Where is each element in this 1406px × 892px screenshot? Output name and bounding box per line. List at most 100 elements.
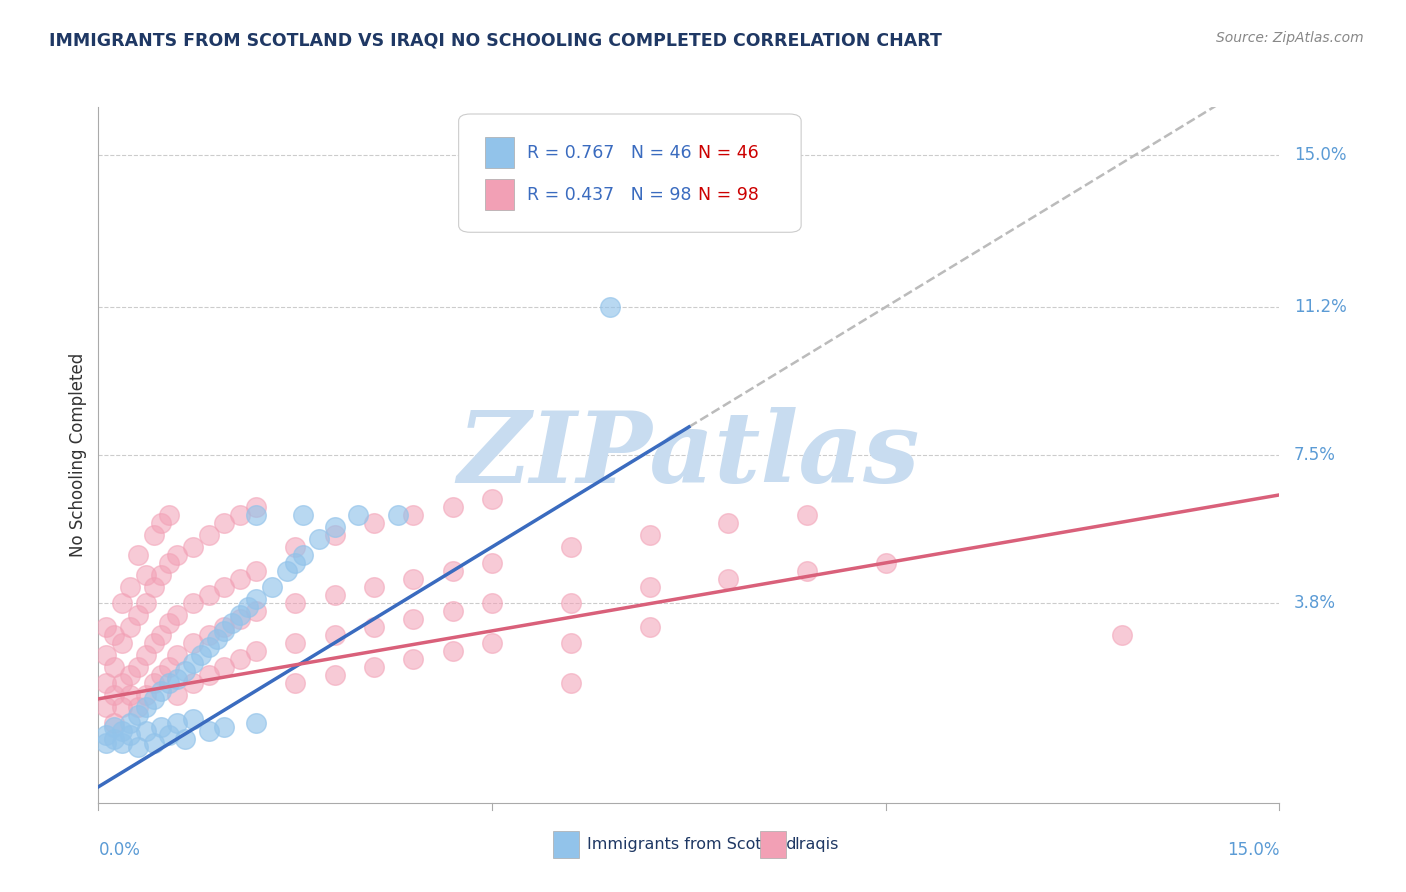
Point bbox=[150, 720, 173, 734]
Point bbox=[96, 648, 118, 662]
Point bbox=[103, 660, 125, 674]
Point bbox=[214, 624, 236, 638]
Point bbox=[560, 636, 582, 650]
Point bbox=[323, 528, 346, 542]
Point bbox=[560, 596, 582, 610]
Point bbox=[96, 699, 118, 714]
Point bbox=[181, 636, 204, 650]
Point bbox=[214, 516, 236, 530]
Point bbox=[142, 580, 165, 594]
Point bbox=[245, 604, 267, 618]
Point bbox=[142, 691, 165, 706]
FancyBboxPatch shape bbox=[759, 830, 786, 858]
Text: 7.5%: 7.5% bbox=[1294, 446, 1336, 464]
Point bbox=[245, 500, 267, 514]
Point bbox=[118, 688, 141, 702]
Point bbox=[387, 508, 409, 522]
Point bbox=[245, 591, 267, 606]
Point bbox=[135, 596, 157, 610]
Point bbox=[96, 676, 118, 690]
Point bbox=[127, 607, 149, 622]
Point bbox=[166, 607, 188, 622]
Point bbox=[481, 596, 503, 610]
Point bbox=[245, 715, 267, 730]
Point bbox=[875, 556, 897, 570]
Point bbox=[96, 620, 118, 634]
Point bbox=[796, 564, 818, 578]
Point bbox=[96, 728, 118, 742]
Point bbox=[292, 548, 315, 562]
Point bbox=[599, 300, 621, 314]
Point bbox=[323, 520, 346, 534]
Point bbox=[142, 528, 165, 542]
Point bbox=[363, 516, 385, 530]
Point bbox=[229, 612, 252, 626]
Point bbox=[127, 699, 149, 714]
Point bbox=[717, 572, 740, 586]
Text: 15.0%: 15.0% bbox=[1227, 841, 1279, 859]
Point bbox=[103, 731, 125, 746]
Point bbox=[214, 720, 236, 734]
Point bbox=[166, 648, 188, 662]
Point bbox=[638, 620, 661, 634]
Point bbox=[96, 736, 118, 750]
FancyBboxPatch shape bbox=[553, 830, 579, 858]
Point bbox=[166, 548, 188, 562]
Point bbox=[135, 723, 157, 738]
Point bbox=[717, 516, 740, 530]
FancyBboxPatch shape bbox=[458, 114, 801, 232]
Text: Source: ZipAtlas.com: Source: ZipAtlas.com bbox=[1216, 31, 1364, 45]
Point bbox=[229, 508, 252, 522]
Point bbox=[638, 528, 661, 542]
Point bbox=[127, 739, 149, 754]
Point bbox=[181, 596, 204, 610]
Point bbox=[221, 615, 243, 630]
Point bbox=[111, 636, 134, 650]
Point bbox=[150, 683, 173, 698]
Point bbox=[174, 731, 197, 746]
Point bbox=[481, 636, 503, 650]
Point bbox=[181, 540, 204, 554]
Point bbox=[150, 567, 173, 582]
Point bbox=[157, 728, 180, 742]
Point bbox=[284, 596, 307, 610]
Text: IMMIGRANTS FROM SCOTLAND VS IRAQI NO SCHOOLING COMPLETED CORRELATION CHART: IMMIGRANTS FROM SCOTLAND VS IRAQI NO SCH… bbox=[49, 31, 942, 49]
Point bbox=[441, 564, 464, 578]
Point bbox=[441, 500, 464, 514]
Point bbox=[402, 508, 425, 522]
Point bbox=[560, 540, 582, 554]
Point bbox=[174, 664, 197, 678]
Point bbox=[103, 720, 125, 734]
Text: 15.0%: 15.0% bbox=[1294, 146, 1346, 164]
Text: ZIPatlas: ZIPatlas bbox=[458, 407, 920, 503]
Point bbox=[197, 528, 219, 542]
Point bbox=[260, 580, 283, 594]
Text: Immigrants from Scotland: Immigrants from Scotland bbox=[588, 837, 797, 852]
Y-axis label: No Schooling Completed: No Schooling Completed bbox=[69, 353, 87, 557]
Point bbox=[205, 632, 228, 646]
Point bbox=[402, 572, 425, 586]
Text: N = 46: N = 46 bbox=[699, 144, 759, 162]
Point bbox=[142, 676, 165, 690]
Point bbox=[214, 660, 236, 674]
Text: N = 98: N = 98 bbox=[699, 186, 759, 203]
Point bbox=[157, 660, 180, 674]
Point bbox=[166, 672, 188, 686]
Point bbox=[127, 548, 149, 562]
Point bbox=[103, 628, 125, 642]
Point bbox=[166, 688, 188, 702]
Point bbox=[245, 644, 267, 658]
Point bbox=[135, 648, 157, 662]
Point bbox=[214, 580, 236, 594]
Point bbox=[150, 516, 173, 530]
Point bbox=[197, 668, 219, 682]
Point bbox=[118, 668, 141, 682]
Point bbox=[103, 688, 125, 702]
Point bbox=[481, 491, 503, 506]
Point bbox=[111, 723, 134, 738]
Point bbox=[1111, 628, 1133, 642]
Point bbox=[197, 588, 219, 602]
Point bbox=[363, 660, 385, 674]
Point bbox=[284, 676, 307, 690]
Point bbox=[245, 508, 267, 522]
